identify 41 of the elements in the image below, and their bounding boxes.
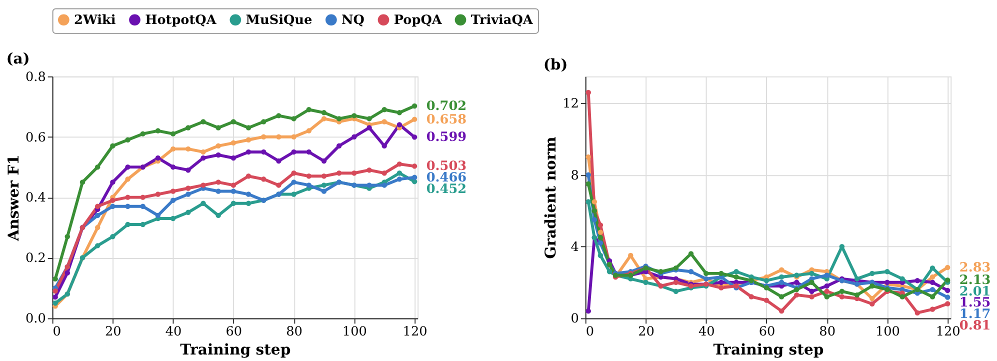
data-label: 2.83 <box>959 260 991 276</box>
x-tick-label: 20 <box>105 324 122 340</box>
x-tick-label: 0 <box>586 324 594 340</box>
x-tick-label: 60 <box>226 324 242 340</box>
y-tick-label: 8 <box>570 168 579 184</box>
legend-label: MuSiQue <box>246 12 312 28</box>
x-tick-label: 100 <box>342 324 367 340</box>
y-axis-title: Gradient norm <box>542 136 560 259</box>
y-tick-label: 0 <box>570 312 579 327</box>
y-tick-label: 0.4 <box>25 190 46 206</box>
legend-label: TriviaQA <box>470 12 534 28</box>
x-axis-title: Training step <box>180 341 291 358</box>
x-tick-label: 100 <box>875 324 900 340</box>
data-label: 0.702 <box>426 98 467 114</box>
x-tick-label: 80 <box>819 324 836 340</box>
data-label: 0.81 <box>959 318 991 334</box>
data-label: 0.599 <box>426 130 467 146</box>
y-tick-label: 4 <box>570 240 579 256</box>
x-tick-label: 120 <box>402 324 428 340</box>
x-axis-title: Training step <box>713 341 824 358</box>
chart-title: (a) <box>6 50 30 68</box>
x-tick-label: 0 <box>52 324 61 340</box>
legend-label: 2Wiki <box>74 12 116 28</box>
y-tick-label: 0.8 <box>25 70 46 85</box>
x-tick-label: 40 <box>698 324 715 340</box>
data-label: 0.658 <box>426 112 467 128</box>
x-tick-label: 60 <box>758 324 776 340</box>
legend-label: HotpotQA <box>145 12 218 28</box>
legend-label: NQ <box>342 12 364 28</box>
y-tick-label: 0.0 <box>25 312 46 327</box>
x-tick-label: 40 <box>165 324 182 340</box>
data-label: 0.452 <box>426 182 467 197</box>
y-tick-label: 0.6 <box>25 130 46 146</box>
x-tick-label: 80 <box>286 324 302 340</box>
y-axis-title: Answer F1 <box>6 154 23 242</box>
legend-label: PopQA <box>394 12 443 28</box>
x-tick-label: 20 <box>638 324 654 340</box>
y-tick-label: 0.2 <box>25 251 46 266</box>
y-tick-label: 12 <box>562 96 579 112</box>
x-tick-label: 120 <box>936 324 960 340</box>
chart-title: (b) <box>543 56 568 74</box>
